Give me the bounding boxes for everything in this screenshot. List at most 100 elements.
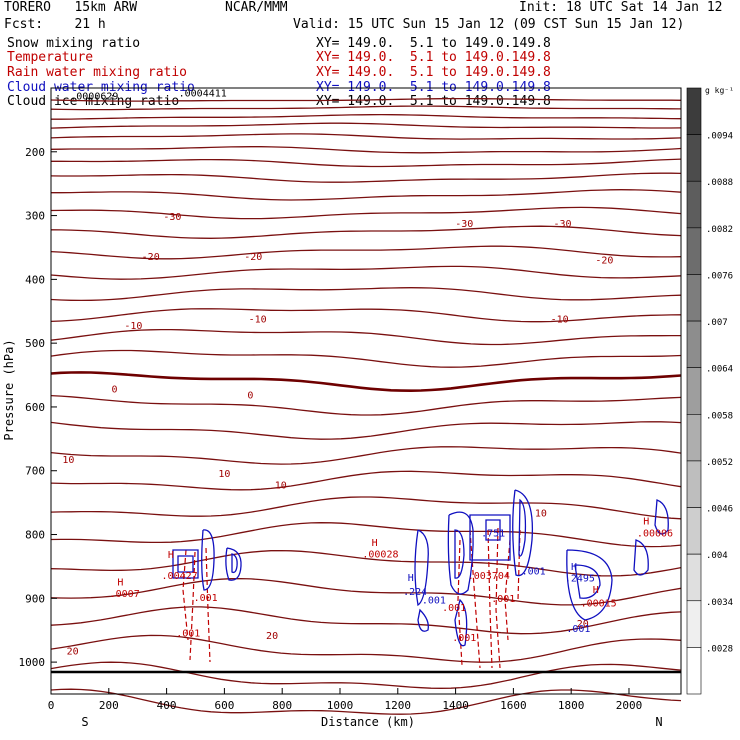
x-tick-label: 1800 [558, 699, 585, 712]
init-time: Init: 18 UTC Sat 14 Jan 12 [519, 0, 723, 15]
isotherm-line [50, 225, 682, 239]
isotherm-line [50, 146, 682, 154]
colorbar-swatch [686, 414, 702, 462]
field-xy-temperature: XY= 149.0. 5.1 to 149.0.149.8 [316, 50, 551, 65]
rain-label: .001 [491, 594, 515, 605]
cloud-water-label: H [571, 562, 577, 573]
temperature-label: 10 [535, 509, 547, 520]
y-tick-label: 900 [25, 592, 45, 605]
forecast-hour: Fcst: 21 h [4, 17, 106, 32]
colorbar-swatch [686, 180, 702, 229]
isotherm-line [50, 265, 682, 280]
colorbar-tick-label: .0052 [706, 458, 733, 468]
rain-contour-line [504, 539, 511, 641]
cloud-water-contour-line [512, 489, 534, 577]
cloud-water-contours [172, 489, 669, 647]
valid-time: Valid: 15 UTC Sun 15 Jan 12 (09 CST Sun … [293, 17, 685, 32]
colorbar-swatch [686, 507, 702, 555]
colorbar-swatch [686, 274, 702, 322]
y-tick-label: 500 [25, 337, 45, 350]
cloud-water-label: .001 [422, 595, 446, 606]
isotherm-line [51, 113, 682, 120]
x-tick-label: 600 [214, 699, 234, 712]
temperature-contours [50, 97, 682, 715]
cloud-water-contour-line [417, 608, 429, 632]
axes: 0 200 400 600 800 1000 1200 1400 1600 1800 2000200… [19, 87, 682, 712]
isotherm-line [50, 634, 682, 663]
isotherm-line [50, 522, 682, 548]
temperature-label: -30 [163, 212, 181, 223]
cloud-water-contour-line [654, 499, 669, 535]
temperature-label: -30 [455, 219, 473, 230]
colorbar-swatch [686, 460, 702, 508]
colorbar-tick-label: .004 [706, 551, 728, 561]
isotherm-line [50, 97, 682, 102]
cloud-water-label: .001 [566, 624, 590, 635]
x-tick-label: 1200 [385, 699, 412, 712]
cloud-water-contour-line [633, 539, 649, 576]
cloud-water-label: .224 [403, 587, 427, 598]
rain-label: .001 [176, 629, 200, 640]
rain-label: .00427 [162, 571, 198, 582]
isotherm-line [50, 206, 682, 220]
x-tick-label: 0 [48, 699, 55, 712]
temperature-label: 10 [62, 455, 74, 466]
rain-label: .001 [194, 593, 218, 604]
isotherm-line [51, 189, 682, 201]
temperature-label: -20 [244, 252, 262, 263]
colorbar-tick-label: .0094 [706, 132, 733, 142]
colorbar-swatch [686, 320, 702, 368]
temperature-label: -10 [124, 321, 142, 332]
snow-label: .0000629 [70, 91, 118, 102]
temperature-label: 20 [67, 646, 79, 657]
rain-label: .00006 [637, 528, 673, 539]
rain-contour-line [205, 547, 211, 663]
cloud-water-contour-line [469, 514, 511, 561]
isotherm-line [50, 105, 682, 111]
contour-labels: -30 -30 -30 -20 -20 -20 -10 -10 -10 0 0 10 10 10 10 20 2… [62, 88, 673, 657]
x-end-label-north: N [655, 715, 662, 729]
isotherm-line [50, 133, 682, 140]
cloud-water-contour-line [177, 555, 194, 573]
temperature-label: -30 [553, 219, 571, 230]
temperature-label: 0 [112, 384, 118, 395]
temperature-label: 20 [577, 619, 589, 630]
isotherm-line [50, 245, 682, 260]
temperature-label: -20 [595, 255, 613, 266]
rain-label: H [372, 538, 378, 549]
isotherm-line [50, 394, 682, 416]
cloud-water-contour-line [414, 529, 429, 607]
isotherm-line [50, 661, 682, 689]
temperature-label: 10 [218, 469, 230, 480]
x-tick-label: 1000 [327, 699, 354, 712]
cloud-water-contour-line [454, 529, 465, 579]
rain-label: .00015 [581, 599, 617, 610]
y-tick-label: 700 [25, 465, 45, 478]
rain-contour-line [469, 529, 481, 669]
temperature-label: -20 [142, 252, 160, 263]
isotherm-line [50, 122, 682, 129]
isotherm-line [50, 688, 682, 715]
cloud-water-label: .751 [481, 528, 505, 539]
y-tick-label: 800 [25, 529, 45, 542]
field-label-snow: Snow mixing ratio [7, 36, 141, 51]
temperature-label: 0 [247, 391, 253, 402]
plot-frame [50, 87, 682, 695]
temperature-label: -10 [249, 315, 267, 326]
colorbar: .0094 .0088 .0082 .0076 .007 .0064 .0058 .0052.… [686, 87, 733, 695]
colorbar-tick-label: .0046 [706, 505, 733, 515]
rain-label: H [593, 585, 599, 596]
isotherm-line [50, 421, 682, 440]
y-tick-label: 600 [25, 401, 45, 414]
y-tick-label: 200 [25, 146, 45, 159]
colorbar-tick-label: .0076 [706, 271, 733, 281]
isotherm-line [50, 470, 682, 491]
isotherm-line [50, 606, 682, 635]
colorbar-tick-label: .0034 [706, 598, 733, 608]
colorbar-swatch [686, 553, 702, 602]
cloud-water-label: .001 [522, 567, 546, 578]
rain-label: .00028 [362, 549, 398, 560]
isotherm-line [50, 349, 682, 368]
isotherm-line [50, 371, 682, 393]
field-label-temperature: Temperature [7, 50, 94, 65]
